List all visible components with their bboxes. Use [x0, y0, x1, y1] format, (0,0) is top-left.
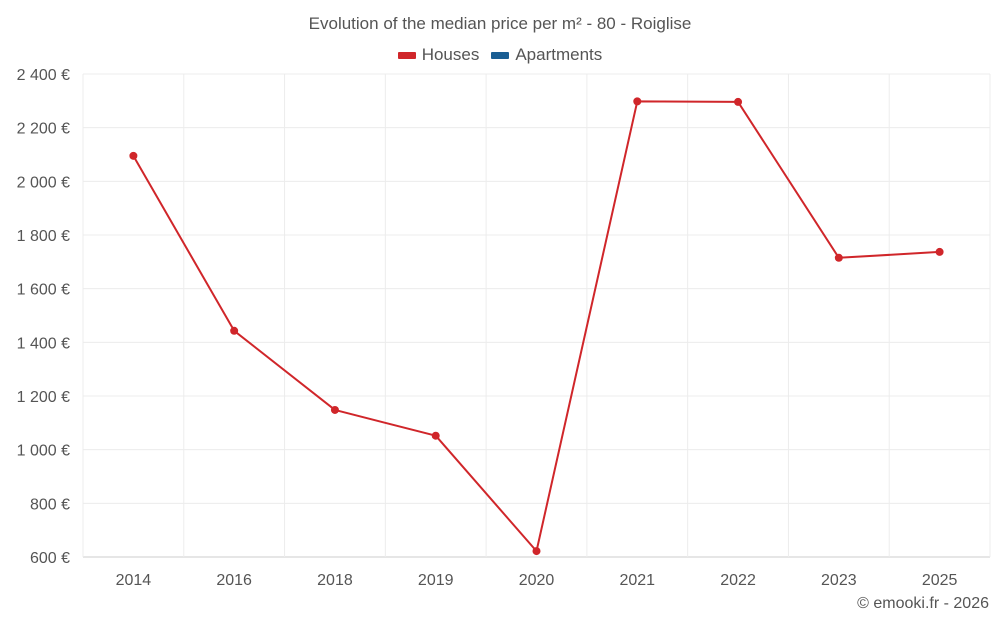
x-tick-label: 2020	[519, 572, 555, 589]
data-point-houses-2014[interactable]	[129, 151, 138, 160]
y-tick-label: 2 000 €	[17, 174, 70, 191]
data-point-houses-2019[interactable]	[431, 431, 440, 440]
y-tick-label: 800 €	[30, 496, 70, 513]
legend-swatch-houses	[397, 51, 416, 59]
y-tick-label: 1 800 €	[17, 228, 70, 245]
legend-item-houses[interactable]: Houses	[397, 45, 480, 65]
x-tick-label: 2016	[216, 572, 252, 589]
data-point-houses-2021[interactable]	[633, 97, 642, 106]
x-tick-label: 2014	[116, 572, 152, 589]
legend: Houses Apartments	[0, 45, 1000, 65]
chart-title: Evolution of the median price per m² - 8…	[308, 14, 692, 33]
y-tick-label: 600 €	[30, 550, 70, 567]
x-tick-label: 2021	[619, 572, 655, 589]
y-tick-label: 1 000 €	[17, 443, 70, 460]
data-point-houses-2016[interactable]	[230, 326, 239, 335]
x-tick-label: 2022	[720, 572, 756, 589]
credit-text: © emooki.fr - 2026	[857, 595, 989, 612]
data-point-houses-2022[interactable]	[734, 97, 743, 106]
legend-label-houses: Houses	[421, 45, 480, 64]
y-tick-label: 2 400 €	[17, 67, 70, 84]
legend-item-apartments[interactable]: Apartments	[491, 45, 602, 65]
data-point-houses-2023[interactable]	[834, 253, 843, 262]
legend-label-apartments: Apartments	[515, 45, 603, 64]
y-tick-label: 1 400 €	[17, 335, 70, 352]
legend-swatch-apartments	[491, 51, 510, 59]
x-tick-label: 2025	[922, 572, 958, 589]
y-tick-label: 2 200 €	[17, 121, 70, 138]
y-tick-label: 1 600 €	[17, 282, 70, 299]
data-point-houses-2025[interactable]	[935, 247, 944, 256]
series-line-houses	[132, 100, 940, 553]
x-tick-label: 2023	[821, 572, 857, 589]
data-point-houses-2020[interactable]	[532, 547, 541, 556]
x-tick-label: 2019	[418, 572, 454, 589]
data-point-houses-2018[interactable]	[330, 405, 339, 414]
y-tick-label: 1 200 €	[17, 389, 70, 406]
x-tick-label: 2018	[317, 572, 353, 589]
